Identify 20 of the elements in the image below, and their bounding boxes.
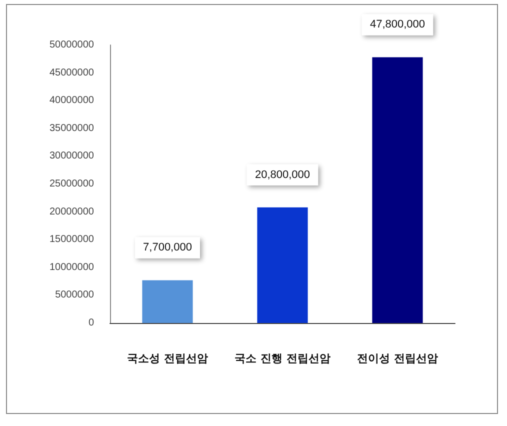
bar — [142, 280, 193, 323]
y-tick-label: 0 — [88, 318, 94, 328]
data-label: 47,800,000 — [370, 18, 426, 31]
x-tick-label: 국소성 전립선암 — [127, 352, 208, 365]
data-label: 7,700,000 — [143, 242, 192, 254]
data-label: 20,800,000 — [254, 168, 310, 181]
y-tick-label: 20000000 — [50, 206, 94, 218]
y-tick-label: 35000000 — [50, 122, 94, 134]
y-tick-label: 10000000 — [50, 262, 94, 273]
bar — [257, 207, 308, 323]
y-tick-label: 50000000 — [50, 40, 94, 50]
y-tick-label: 40000000 — [50, 95, 94, 106]
y-tick-label: 30000000 — [50, 150, 94, 162]
y-tick-label: 5000000 — [55, 290, 94, 301]
y-tick-label: 15000000 — [50, 234, 94, 246]
x-tick-label: 국소 진행 전립선암 — [234, 352, 330, 365]
y-tick-label: 45000000 — [50, 67, 94, 78]
y-tick-label: 25000000 — [50, 178, 94, 190]
bar — [372, 57, 423, 323]
x-tick-label: 전이성 전립선암 — [357, 352, 438, 365]
